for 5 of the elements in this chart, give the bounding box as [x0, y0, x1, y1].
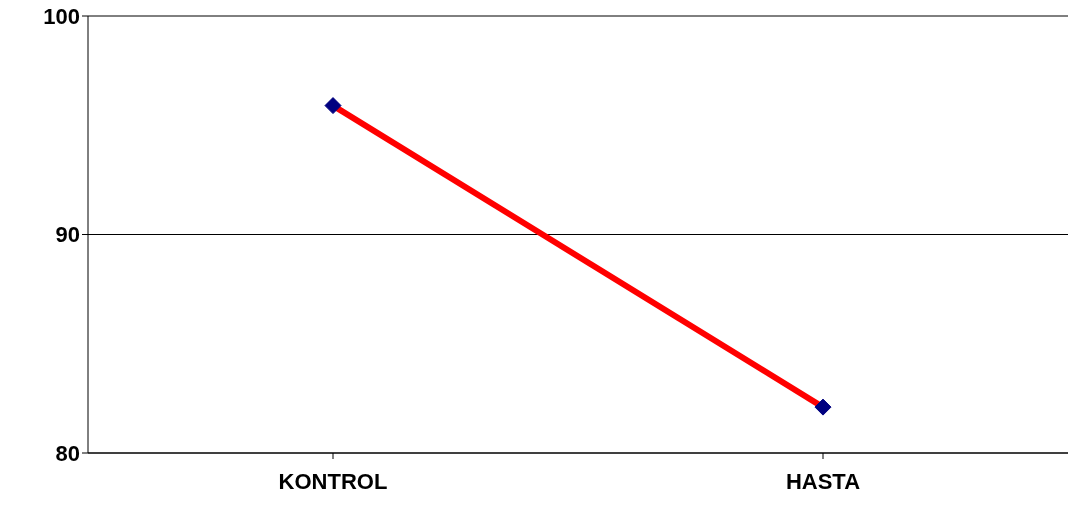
- y-tick-label: 80: [55, 440, 80, 466]
- y-tick-label: 100: [43, 3, 80, 29]
- x-tick-label: KONTROL: [278, 468, 388, 494]
- x-tick-label: HASTA: [785, 468, 861, 494]
- y-tick-label: 90: [55, 222, 80, 248]
